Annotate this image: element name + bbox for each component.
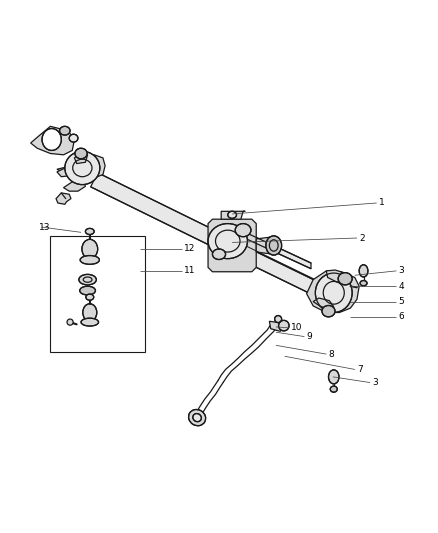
Text: 7: 7 (357, 365, 363, 374)
Polygon shape (242, 248, 314, 293)
Ellipse shape (328, 370, 339, 384)
Ellipse shape (193, 414, 201, 422)
Text: 3: 3 (399, 266, 404, 276)
Ellipse shape (212, 249, 226, 260)
Text: 10: 10 (291, 324, 303, 332)
Polygon shape (91, 173, 227, 251)
Ellipse shape (69, 134, 78, 142)
Text: 4: 4 (399, 282, 404, 290)
Polygon shape (307, 271, 359, 312)
Ellipse shape (330, 386, 337, 392)
Ellipse shape (65, 151, 100, 184)
Ellipse shape (188, 409, 206, 426)
Text: 2: 2 (359, 233, 365, 243)
Polygon shape (64, 179, 85, 191)
Ellipse shape (85, 229, 94, 235)
Ellipse shape (322, 305, 335, 317)
Ellipse shape (235, 223, 251, 237)
Polygon shape (326, 270, 346, 283)
Ellipse shape (279, 320, 289, 331)
Ellipse shape (82, 239, 98, 259)
Ellipse shape (228, 211, 237, 219)
Ellipse shape (79, 274, 96, 285)
Polygon shape (57, 165, 79, 177)
Ellipse shape (359, 265, 368, 277)
Text: 9: 9 (307, 332, 312, 341)
Text: 3: 3 (372, 378, 378, 387)
Ellipse shape (42, 128, 61, 150)
Ellipse shape (315, 273, 352, 312)
Ellipse shape (75, 148, 87, 159)
Polygon shape (31, 126, 74, 155)
Ellipse shape (81, 318, 99, 326)
Text: 1: 1 (379, 198, 385, 207)
Ellipse shape (275, 316, 282, 322)
Text: 13: 13 (39, 223, 51, 231)
Polygon shape (57, 155, 105, 180)
Polygon shape (256, 237, 274, 254)
Polygon shape (56, 193, 71, 204)
Ellipse shape (360, 280, 367, 286)
Text: 12: 12 (184, 245, 195, 254)
Ellipse shape (67, 319, 73, 325)
Text: 5: 5 (399, 297, 404, 306)
Text: 8: 8 (328, 350, 334, 359)
Ellipse shape (83, 304, 97, 321)
Ellipse shape (80, 286, 95, 295)
Polygon shape (208, 219, 256, 272)
Text: 6: 6 (399, 312, 404, 321)
Polygon shape (74, 152, 88, 164)
Polygon shape (269, 321, 283, 332)
Polygon shape (221, 211, 245, 219)
Ellipse shape (80, 255, 99, 264)
Polygon shape (313, 298, 334, 310)
Ellipse shape (338, 273, 352, 285)
Ellipse shape (208, 223, 247, 259)
Polygon shape (232, 226, 311, 269)
Text: 11: 11 (184, 266, 195, 276)
Ellipse shape (86, 294, 94, 300)
Ellipse shape (266, 236, 282, 255)
FancyBboxPatch shape (50, 236, 145, 352)
Ellipse shape (60, 126, 70, 135)
